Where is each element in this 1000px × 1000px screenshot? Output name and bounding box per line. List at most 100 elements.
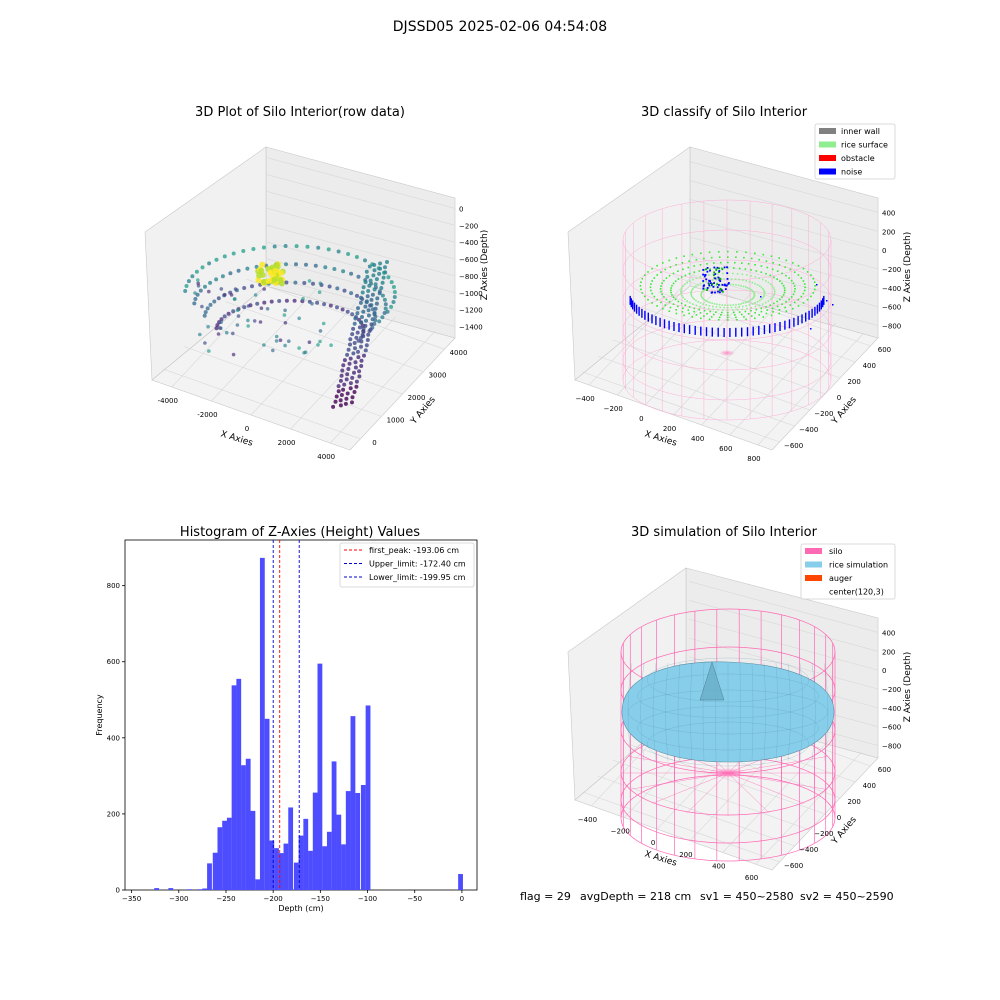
rice-surface-point — [659, 288, 662, 290]
figure-title: DJSSD05 2025-02-06 04:54:08 — [393, 19, 607, 35]
x-tick-label: −400 — [575, 395, 594, 403]
raw-point — [265, 307, 270, 311]
raw-point — [284, 280, 289, 285]
y-gridline — [658, 291, 856, 363]
histogram-title: Histogram of Z-Axies (Height) Values — [180, 525, 420, 540]
x-tick-label: 800 — [747, 455, 760, 463]
histogram-bar — [212, 852, 218, 890]
raw-point — [383, 302, 388, 307]
rice-surface-point — [770, 314, 773, 317]
rice-surface-point — [746, 274, 748, 276]
z-tick-label: 400 — [882, 629, 895, 637]
rice-surface-point — [660, 301, 662, 304]
raw-point — [369, 297, 374, 302]
noise-point — [709, 269, 711, 272]
raw-point — [366, 308, 371, 313]
z-tick-label: −600 — [882, 724, 901, 732]
rice-surface-point — [778, 312, 780, 315]
rice-mesh-ring — [647, 721, 809, 767]
noise-point — [702, 280, 705, 282]
rice-surface-point — [762, 316, 765, 318]
rice-surface-point — [812, 292, 815, 294]
rice-surface-point — [781, 282, 783, 285]
rice-surface-point — [723, 306, 725, 309]
flag-value: flag = 29 — [520, 890, 571, 903]
rice-surface-point — [788, 298, 790, 301]
rice-surface-point — [792, 262, 794, 264]
rice-surface-point — [692, 303, 694, 305]
x-tick-label: −200 — [611, 828, 630, 836]
raw-point — [219, 320, 223, 325]
y-gridline — [162, 368, 361, 440]
rice-surface-point — [697, 284, 699, 286]
rice-surface-point — [683, 255, 685, 257]
rice-surface-point — [735, 303, 737, 306]
raw-point — [352, 390, 357, 394]
y-tick-label: −600 — [784, 862, 803, 870]
raw-point — [364, 343, 369, 348]
rice-surface-point — [760, 310, 763, 313]
classify-y-axis-label: Y Axies — [830, 395, 859, 427]
rice-surface-point — [784, 289, 786, 292]
raw-point — [321, 321, 326, 326]
raw-point — [380, 280, 385, 285]
rice-surface-point — [705, 287, 707, 290]
rice-surface-point — [793, 285, 796, 287]
z-tick-label: −600 — [459, 256, 478, 264]
histogram-bar — [250, 810, 256, 890]
rice-surface-point — [788, 277, 790, 279]
raw-point — [203, 341, 207, 345]
rice-surface-point — [669, 306, 672, 309]
rice-surface-point — [766, 309, 769, 311]
z-tick-label: −800 — [459, 273, 478, 281]
z-tick-label: −800 — [882, 743, 901, 751]
raw-point — [284, 298, 289, 303]
rice-surface-point — [742, 305, 744, 308]
noise-point — [708, 283, 710, 286]
classify-3d-plot: 3D classify of Silo Interior −400 −200 0 20… — [567, 105, 913, 463]
rice-surface-point — [746, 307, 748, 310]
status-footer: flag = 29 avgDepth = 218 cm sv1 = 450~25… — [520, 890, 894, 903]
rice-surface-point — [689, 301, 691, 304]
raw-point — [315, 300, 320, 305]
rice-surface-point — [755, 270, 758, 272]
z-tick-label: 0 — [882, 247, 886, 255]
rice-surface-point — [781, 272, 783, 275]
noise-point — [719, 278, 722, 280]
legend-label: silo — [829, 547, 843, 556]
rice-surface-point — [681, 287, 683, 289]
rice-surface-point — [793, 271, 796, 273]
raw-point — [340, 368, 345, 373]
rice-surface-point — [814, 285, 816, 287]
raw-point — [323, 265, 328, 270]
raw-point — [301, 296, 305, 301]
raw-point — [361, 285, 366, 290]
rice-mesh-line — [751, 662, 754, 762]
rice-surface-point — [748, 304, 751, 306]
rice-mesh-line — [739, 662, 741, 762]
x-tick-label: 400 — [691, 435, 704, 443]
raw-point — [340, 307, 345, 312]
rice-surface-point — [785, 310, 788, 312]
y-tick-label: −200 — [814, 830, 833, 838]
rice-surface-point — [663, 279, 665, 282]
raw-point — [341, 387, 346, 392]
raw-point — [198, 332, 202, 337]
rice-mesh-line — [775, 662, 779, 762]
rice-surface-point — [722, 272, 724, 275]
raw-point — [391, 285, 396, 289]
rice-surface-point — [702, 298, 705, 300]
rice-surface-point — [684, 304, 687, 306]
raw-point — [351, 351, 356, 356]
y-tick-label: 0 — [116, 887, 120, 895]
y-tick-label: 400 — [863, 362, 876, 370]
rice-surface-point — [708, 318, 711, 321]
raw-point — [354, 255, 359, 259]
rice-surface-point — [753, 291, 755, 294]
rice-surface-point — [734, 261, 736, 264]
noise-point — [702, 269, 705, 271]
silo-floor-spoke — [629, 772, 729, 790]
y-tick-label: 3000 — [429, 372, 447, 380]
noise-point — [703, 284, 705, 287]
rice-surface-point — [710, 316, 713, 318]
